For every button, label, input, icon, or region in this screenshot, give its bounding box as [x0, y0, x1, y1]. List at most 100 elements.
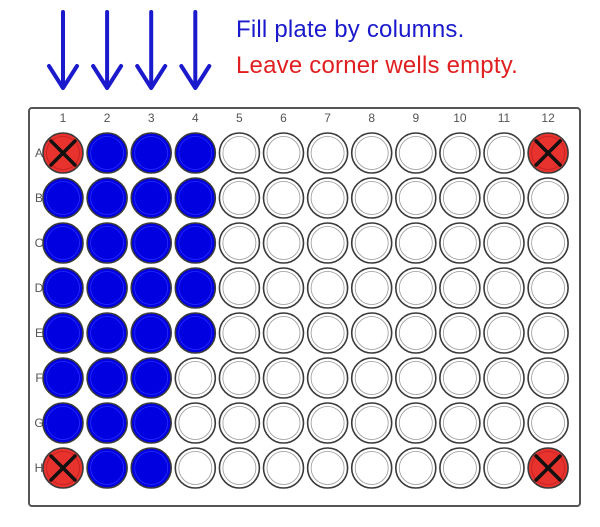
well-empty [394, 222, 437, 264]
column-label: 9 [412, 111, 419, 125]
well-empty [483, 312, 525, 354]
well-empty [350, 402, 393, 444]
well-filled [86, 357, 128, 399]
row-label: H [35, 461, 44, 475]
row-labels: A B C D E F G H [34, 146, 43, 475]
well-empty [350, 267, 393, 309]
well-empty [350, 132, 393, 174]
well-empty [394, 267, 437, 309]
well-empty [439, 222, 481, 264]
column-label: 3 [148, 111, 155, 125]
well-empty [483, 222, 525, 264]
well-empty [262, 312, 305, 354]
well-filled [42, 312, 84, 354]
well-empty [306, 402, 349, 444]
row-label: A [35, 146, 43, 160]
column-label: 4 [192, 111, 199, 125]
well-empty [483, 402, 525, 444]
well-filled [130, 447, 172, 489]
well-filled [42, 177, 84, 219]
column-label: 12 [541, 111, 555, 125]
well-filled [86, 132, 128, 174]
down-arrow-icon [47, 10, 79, 90]
well-empty [174, 357, 217, 399]
well-filled [130, 402, 172, 444]
well-empty [218, 447, 261, 489]
well-empty [306, 357, 349, 399]
well-empty [394, 402, 437, 444]
well-empty [527, 267, 569, 309]
well-empty [394, 177, 437, 219]
well-filled [42, 357, 84, 399]
well-empty [218, 177, 261, 219]
well-filled [42, 267, 84, 309]
well-empty [439, 132, 481, 174]
well-empty [262, 177, 305, 219]
well-filled [174, 222, 217, 264]
well-empty [350, 312, 393, 354]
well-empty [174, 447, 217, 489]
well-empty [262, 357, 305, 399]
down-arrow-icon [135, 10, 168, 90]
well-filled [130, 312, 172, 354]
well-empty [394, 357, 437, 399]
x-mark-icon [534, 139, 562, 167]
well-empty [439, 447, 481, 489]
well-filled [86, 402, 128, 444]
well-empty [218, 312, 261, 354]
row-label: C [35, 236, 44, 250]
well-empty [306, 312, 349, 354]
well-excluded [42, 132, 84, 174]
well-empty [350, 357, 393, 399]
well-empty [262, 267, 305, 309]
column-label: 11 [498, 111, 511, 125]
well-empty [439, 357, 481, 399]
well-empty [306, 132, 349, 174]
well-empty [218, 267, 261, 309]
well-empty [306, 267, 349, 309]
arrows-group [47, 10, 212, 90]
well-filled [42, 402, 84, 444]
well-empty [218, 402, 261, 444]
x-mark-icon [49, 139, 77, 167]
well-filled [130, 357, 172, 399]
row-label: F [35, 371, 42, 385]
well-empty [439, 177, 481, 219]
well-empty [262, 402, 305, 444]
well-empty [306, 177, 349, 219]
well-empty [394, 312, 437, 354]
down-arrow-icon [179, 10, 212, 90]
well-empty [350, 447, 393, 489]
well-empty [439, 312, 481, 354]
instruction-fill-by-columns: Fill plate by columns. [236, 16, 465, 43]
x-mark-icon [534, 454, 562, 482]
well-empty [483, 267, 525, 309]
well-filled [86, 312, 128, 354]
row-label: E [35, 326, 43, 340]
down-arrow-icon [91, 10, 124, 90]
well-empty [527, 177, 569, 219]
well-empty [394, 447, 437, 489]
well-empty [306, 447, 349, 489]
wells-grid [42, 132, 569, 489]
column-label: 10 [453, 111, 467, 125]
column-label: 1 [60, 111, 67, 125]
well-empty [262, 447, 305, 489]
x-mark-icon [49, 454, 77, 482]
well-empty [483, 132, 525, 174]
well-excluded [527, 132, 569, 174]
column-label: 2 [104, 111, 111, 125]
well-empty [527, 222, 569, 264]
row-label: D [35, 281, 44, 295]
well-excluded [527, 447, 569, 489]
well-filled [174, 312, 217, 354]
row-label: B [35, 191, 43, 205]
well-filled [86, 267, 128, 309]
well-empty [350, 177, 393, 219]
well-empty [527, 312, 569, 354]
well-empty [483, 177, 525, 219]
well-empty [527, 357, 569, 399]
column-label: 6 [280, 111, 287, 125]
well-empty [439, 402, 481, 444]
well-empty [394, 132, 437, 174]
